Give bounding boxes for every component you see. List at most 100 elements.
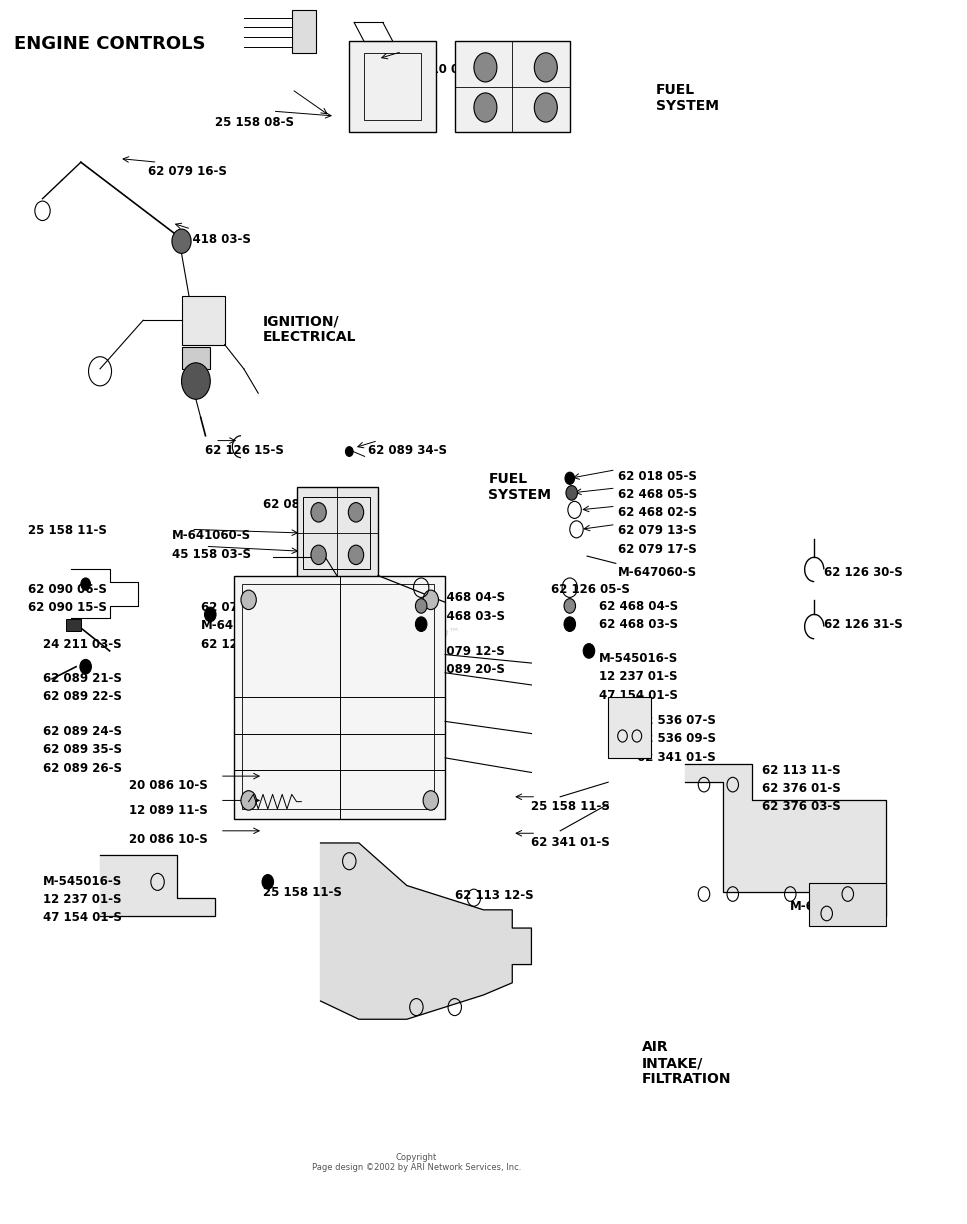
- Text: 62 376 01-S: 62 376 01-S: [762, 782, 840, 796]
- Text: 12 089 11-S: 12 089 11-S: [129, 804, 208, 818]
- Bar: [304, 497, 370, 569]
- Bar: [292, 10, 316, 53]
- Bar: [242, 584, 433, 809]
- Text: 25 158 11-S: 25 158 11-S: [263, 885, 342, 898]
- Text: M-545016-S: M-545016-S: [599, 652, 678, 665]
- Text: 62 079 12-S: 62 079 12-S: [426, 645, 505, 657]
- Text: 62 113 11-S: 62 113 11-S: [762, 764, 840, 777]
- Text: 62 126 05-S: 62 126 05-S: [550, 583, 630, 596]
- Bar: [349, 40, 435, 132]
- Bar: [297, 487, 378, 578]
- Text: M-647060-S: M-647060-S: [201, 619, 279, 633]
- Bar: [67, 619, 81, 632]
- Text: AIR
INTAKE/
FILTRATION: AIR INTAKE/ FILTRATION: [642, 1040, 731, 1087]
- Text: 62 079 08-S: 62 079 08-S: [201, 601, 279, 614]
- Text: 62 376 03-S: 62 376 03-S: [762, 800, 840, 814]
- Polygon shape: [685, 764, 886, 916]
- Text: 62 079 16-S: 62 079 16-S: [148, 165, 227, 177]
- Bar: [364, 53, 422, 120]
- Text: IGNITION/
ELECTRICAL: IGNITION/ ELECTRICAL: [263, 315, 357, 344]
- Text: M-647060-S: M-647060-S: [618, 565, 697, 579]
- Text: 62 089 33-S: 62 089 33-S: [263, 498, 342, 510]
- Text: 62 079 17-S: 62 079 17-S: [618, 542, 696, 556]
- Circle shape: [311, 503, 326, 523]
- Bar: [608, 698, 651, 758]
- Text: 62 089 20-S: 62 089 20-S: [426, 663, 505, 676]
- Text: 62 089 21-S: 62 089 21-S: [43, 672, 122, 684]
- Text: 62 468 03-S: 62 468 03-S: [426, 610, 505, 623]
- Circle shape: [565, 472, 574, 485]
- Text: 12 237 01-S: 12 237 01-S: [599, 671, 677, 683]
- Text: 62 126 15-S: 62 126 15-S: [205, 444, 284, 458]
- Text: 62 126 05-S: 62 126 05-S: [201, 638, 279, 650]
- Text: 62 079 13-S: 62 079 13-S: [618, 524, 696, 537]
- Circle shape: [424, 590, 438, 610]
- Text: 62 468 02-S: 62 468 02-S: [234, 690, 313, 703]
- Text: FUEL
SYSTEM: FUEL SYSTEM: [656, 83, 719, 114]
- Circle shape: [311, 545, 326, 564]
- Text: 62 089 20-S: 62 089 20-S: [234, 744, 313, 758]
- Text: 62 536 07-S: 62 536 07-S: [637, 714, 716, 727]
- Text: 24 211 03-S: 24 211 03-S: [43, 638, 121, 650]
- Text: 47 154 01-S: 47 154 01-S: [599, 689, 678, 701]
- Text: 62 113 12-S: 62 113 12-S: [454, 889, 534, 902]
- Circle shape: [348, 545, 364, 564]
- Circle shape: [81, 578, 91, 590]
- Text: 62 418 03-S: 62 418 03-S: [172, 233, 250, 246]
- Circle shape: [424, 791, 438, 810]
- Text: 25 158 11-S: 25 158 11-S: [532, 800, 610, 814]
- Text: 62 536 09-S: 62 536 09-S: [637, 732, 716, 745]
- Polygon shape: [100, 856, 215, 916]
- Bar: [182, 296, 224, 344]
- Text: 62 341 01-S: 62 341 01-S: [532, 836, 610, 848]
- Text: 62 089 34-S: 62 089 34-S: [368, 444, 448, 458]
- Text: ENGINE CONTROLS: ENGINE CONTROLS: [14, 34, 205, 53]
- Text: 62 468 02-S: 62 468 02-S: [618, 507, 696, 519]
- Text: M-545016-S: M-545016-S: [43, 875, 122, 887]
- Text: 20 086 10-S: 20 086 10-S: [129, 834, 208, 846]
- Text: M-641060-S: M-641060-S: [172, 529, 251, 542]
- Bar: [234, 575, 445, 819]
- Text: 62 089 22-S: 62 089 22-S: [43, 690, 122, 703]
- Circle shape: [566, 486, 577, 501]
- Text: 62 089 24-S: 62 089 24-S: [43, 725, 122, 738]
- Text: 62 090 06-S: 62 090 06-S: [28, 583, 107, 596]
- Circle shape: [583, 644, 595, 659]
- Circle shape: [474, 53, 497, 82]
- Text: FUEL
SYSTEM: FUEL SYSTEM: [488, 472, 551, 502]
- Circle shape: [182, 362, 210, 399]
- Text: 62 018 05-S: 62 018 05-S: [618, 470, 696, 482]
- Text: 47 154 01-S: 47 154 01-S: [43, 911, 122, 924]
- Text: 62 079 11-S: 62 079 11-S: [234, 726, 313, 739]
- Circle shape: [416, 617, 427, 632]
- Text: 62 126 30-S: 62 126 30-S: [824, 565, 902, 579]
- Text: 62 090 15-S: 62 090 15-S: [28, 601, 107, 614]
- Text: 62 126 31-S: 62 126 31-S: [824, 618, 902, 632]
- Text: 62 341 01-S: 62 341 01-S: [637, 750, 716, 764]
- Text: 20 086 10-S: 20 086 10-S: [129, 778, 208, 792]
- Text: 62 089 26-S: 62 089 26-S: [43, 761, 122, 775]
- Text: 62 468 05-S: 62 468 05-S: [618, 488, 697, 501]
- Circle shape: [345, 447, 353, 457]
- Text: 62 468 04-S: 62 468 04-S: [599, 600, 678, 613]
- Circle shape: [80, 660, 92, 674]
- Text: 62 310 02-S: 62 310 02-S: [402, 62, 481, 76]
- Text: 25 158 11-S: 25 158 11-S: [28, 524, 107, 537]
- Circle shape: [348, 503, 364, 523]
- Circle shape: [262, 875, 274, 889]
- Circle shape: [474, 93, 497, 122]
- Circle shape: [241, 590, 256, 610]
- Text: 45 158 03-S: 45 158 03-S: [172, 547, 250, 561]
- Circle shape: [416, 599, 427, 613]
- Text: 62 468 03-S: 62 468 03-S: [599, 618, 678, 632]
- Text: 12 237 01-S: 12 237 01-S: [43, 892, 121, 906]
- Bar: [454, 40, 570, 132]
- Circle shape: [535, 93, 557, 122]
- Polygon shape: [320, 843, 532, 1020]
- Text: M-645016-S: M-645016-S: [790, 900, 869, 913]
- Bar: [182, 346, 210, 368]
- Circle shape: [172, 229, 191, 253]
- Text: ARI™ PartStream™: ARI™ PartStream™: [353, 628, 460, 638]
- Text: 25 158 08-S: 25 158 08-S: [215, 116, 294, 129]
- Circle shape: [564, 599, 575, 613]
